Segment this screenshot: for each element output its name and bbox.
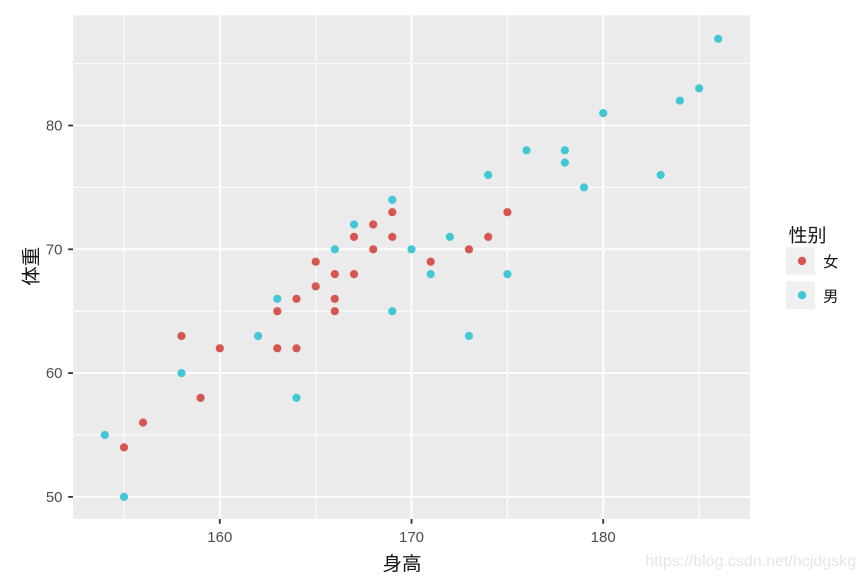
svg-text:50: 50 — [46, 489, 63, 506]
svg-text:170: 170 — [399, 529, 424, 546]
svg-text:70: 70 — [46, 241, 63, 258]
svg-text:80: 80 — [46, 118, 63, 135]
svg-text:180: 180 — [591, 529, 616, 546]
svg-text:https://blog.csdn.net/hcjdgskg: https://blog.csdn.net/hcjdgskg — [645, 553, 856, 570]
svg-text:160: 160 — [207, 529, 232, 546]
svg-text:60: 60 — [46, 365, 63, 382]
